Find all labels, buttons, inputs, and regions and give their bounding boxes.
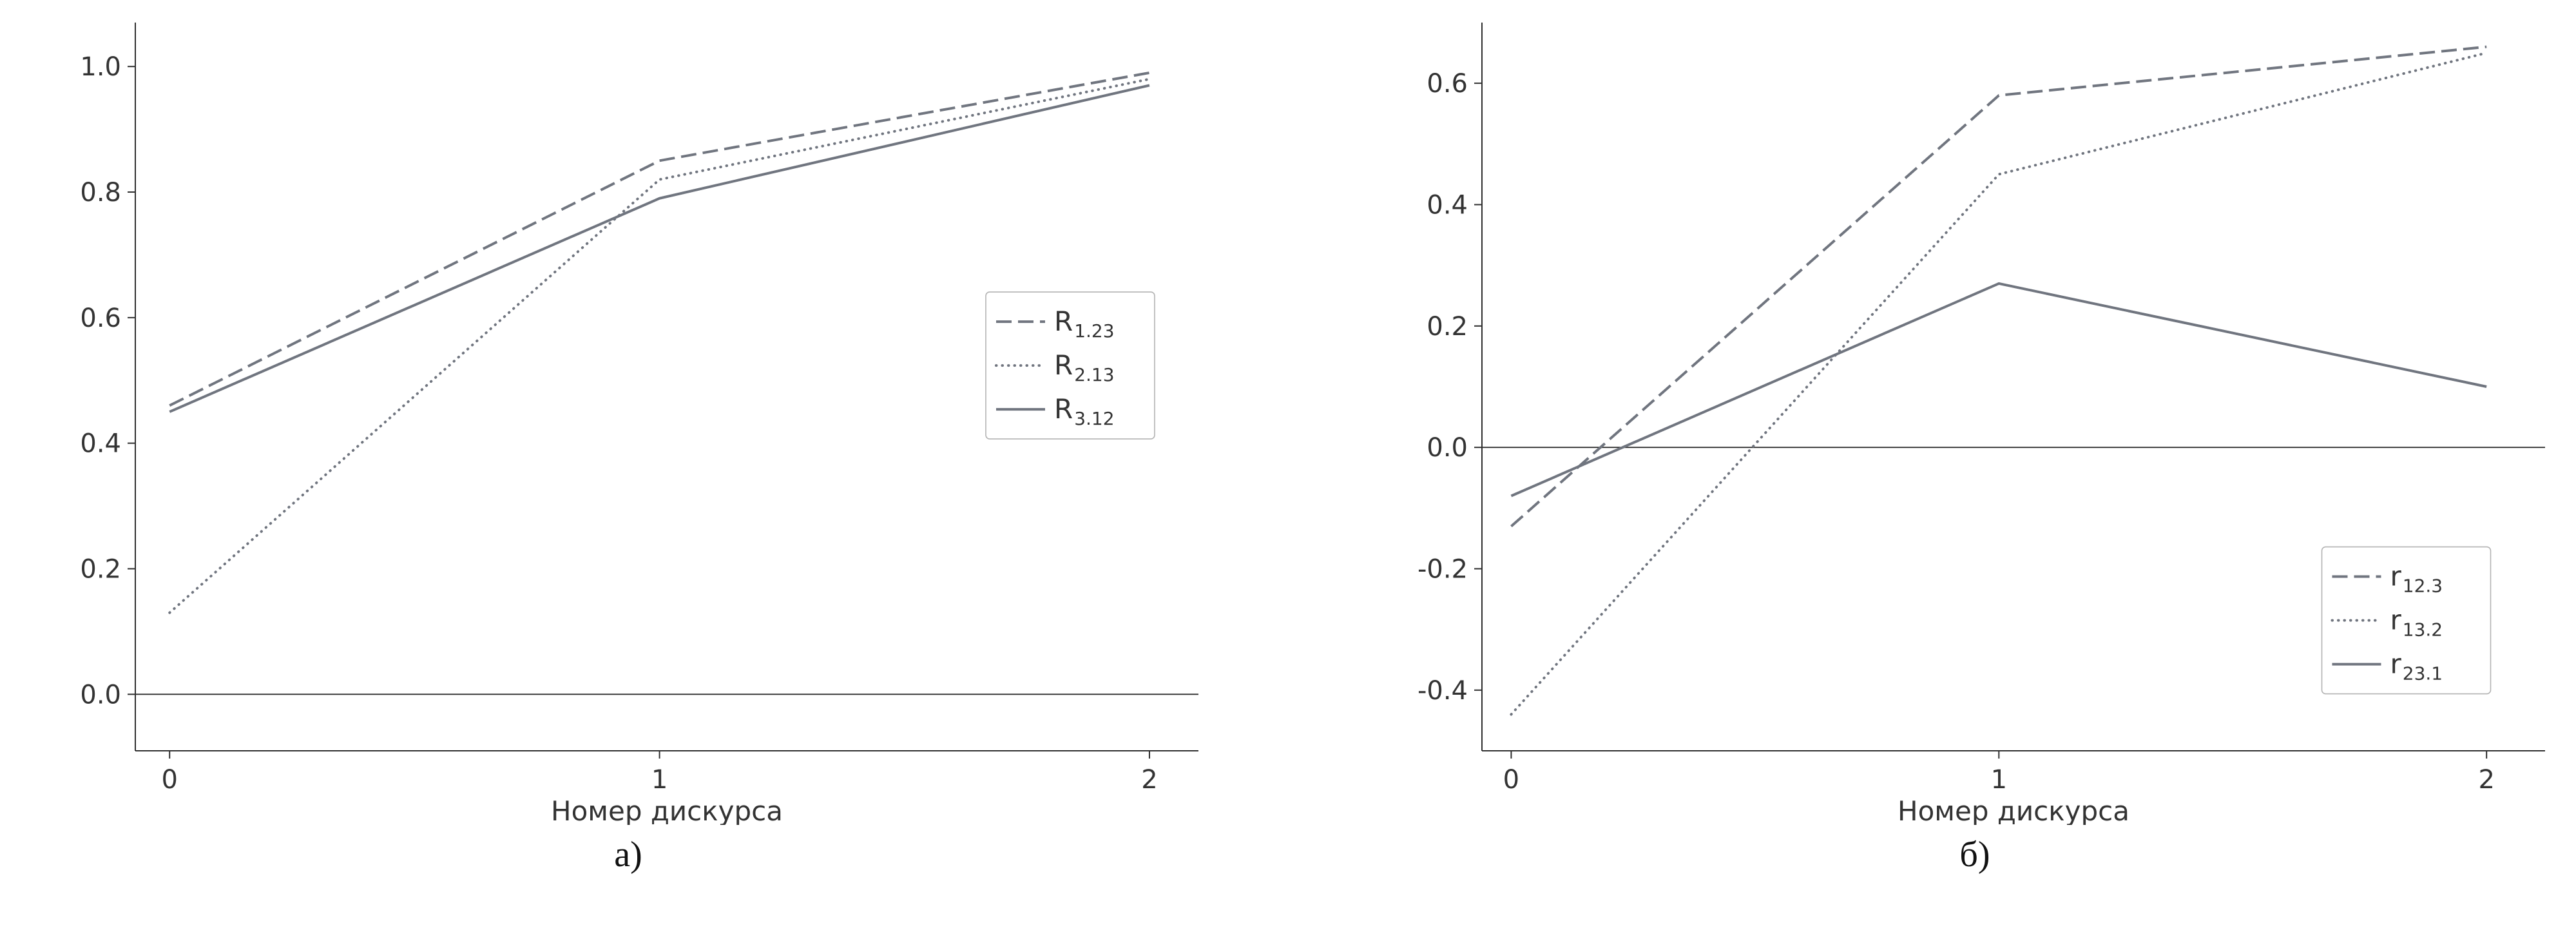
chart-b-block: -0.4 -0.2 0.0 0.2 0.4 0.6 0 1 2 Номер дискурса r12… <box>1385 6 2564 875</box>
x-axis-label: Номер дискурса <box>551 795 783 825</box>
x-axis-label: Номер дискурса <box>1898 795 2129 825</box>
y-tick-label: 0.2 <box>80 555 121 585</box>
x-tick-label: 1 <box>1991 765 2007 795</box>
legend: r12.3 r13.2 r23.1 <box>2321 546 2492 695</box>
y-tick-label: -0.2 <box>1418 555 1468 585</box>
series-line-r12.3 <box>1510 45 2487 528</box>
y-tick-label: 0.4 <box>1427 191 1468 220</box>
y-tick-label: 0.2 <box>1427 312 1468 342</box>
y-tick-label: 0.6 <box>1427 69 1468 99</box>
legend-entry-r12.3: r12.3 <box>2332 561 2443 597</box>
caption-b: б) <box>1959 835 1990 875</box>
legend-entry-R1.23: R1.23 <box>996 305 1115 342</box>
x-tick-label: 1 <box>651 765 668 795</box>
legend-box <box>2321 546 2492 695</box>
legend-label-R2.13: R2.13 <box>1054 349 1115 385</box>
caption-a: а) <box>614 835 642 875</box>
series-line-R1.23 <box>169 71 1150 407</box>
legend-label-r13.2: r13.2 <box>2390 605 2443 641</box>
chart-a-block: 0.0 0.2 0.4 0.6 0.8 1.0 0 1 2 Номер дискурса R1.23… <box>39 6 1218 875</box>
series-line-R2.13 <box>168 77 1151 614</box>
y-tick-label: 0.8 <box>80 178 121 208</box>
legend-label-R1.23: R1.23 <box>1054 305 1115 342</box>
legend-entry-R2.13: R2.13 <box>995 349 1115 385</box>
y-tick-label: -0.4 <box>1418 676 1468 706</box>
y-tick-label: 0.4 <box>80 429 121 459</box>
x-tick-label: 0 <box>161 765 177 795</box>
legend-entry-r13.2: r13.2 <box>2331 605 2443 641</box>
legend: R1.23 R2.13 R3.12 <box>985 291 1155 440</box>
y-tick-label: 0.0 <box>1427 433 1468 463</box>
legend-label-R3.12: R3.12 <box>1054 393 1115 429</box>
chart-a: 0.0 0.2 0.4 0.6 0.8 1.0 0 1 2 Номер дискурса R1.23… <box>80 23 1198 825</box>
y-tick-label: 1.0 <box>80 52 121 82</box>
series-line-R3.12 <box>169 84 1150 413</box>
series-line-r23.1 <box>1510 282 2487 498</box>
legend-entry-R3.12: R3.12 <box>996 393 1115 429</box>
y-tick-label: 0.0 <box>80 680 121 710</box>
x-tick-label: 2 <box>2478 765 2494 795</box>
x-tick-label: 2 <box>1141 765 1157 795</box>
legend-entry-r23.1: r23.1 <box>2332 648 2443 684</box>
series-line-r13.2 <box>1510 52 2488 716</box>
chart-b: -0.4 -0.2 0.0 0.2 0.4 0.6 0 1 2 Номер дискурса r12… <box>1418 23 2545 825</box>
legend-label-r12.3: r12.3 <box>2390 561 2443 597</box>
figure: 0.0 0.2 0.4 0.6 0.8 1.0 0 1 2 Номер дискурса R1.23… <box>39 6 2564 875</box>
legend-label-r23.1: r23.1 <box>2390 648 2443 684</box>
legend-box <box>985 291 1155 440</box>
y-tick-label: 0.6 <box>80 304 121 333</box>
x-tick-label: 0 <box>1503 765 1519 795</box>
